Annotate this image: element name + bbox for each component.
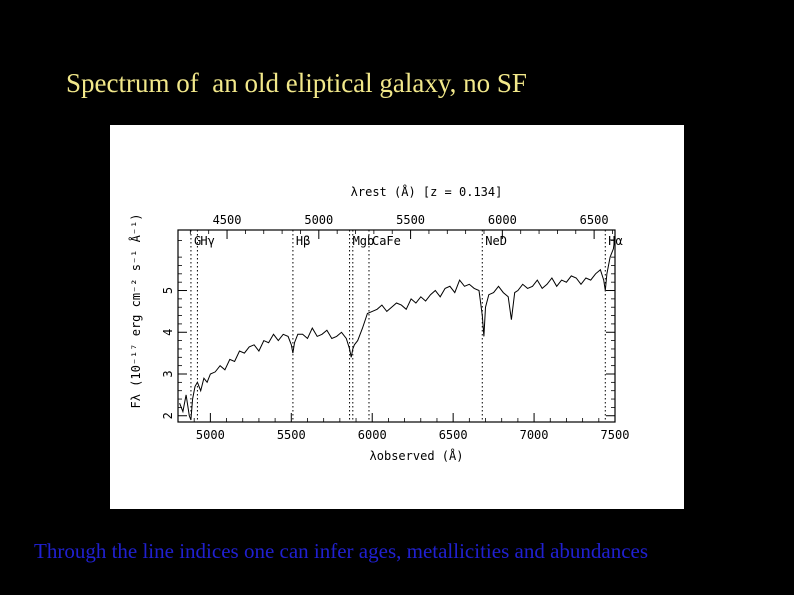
x-tick-label: 5500	[277, 428, 306, 442]
top-tick-label: 6500	[580, 213, 609, 227]
spectrum-figure: G Hγ Hβ Mgb CaFe NeD Hα 5000 5500 6000 6500 7000 75…	[110, 125, 684, 509]
spectral-line-label: CaFe	[372, 234, 401, 248]
x-tick-label: 6000	[358, 428, 387, 442]
x-tick-label: 7000	[520, 428, 549, 442]
top-axis-label: λrest (Å) [z = 0.134]	[351, 184, 503, 199]
spectral-line-label: G	[194, 234, 201, 248]
x-tick-label: 6500	[439, 428, 468, 442]
top-tick-label: 5000	[304, 213, 333, 227]
spectral-line-label: NeD	[485, 234, 507, 248]
spectral-line-label: Hγ	[200, 234, 214, 248]
slide-caption: Through the line indices one can infer a…	[34, 539, 649, 563]
spectrum-line	[179, 236, 616, 421]
slide-title: Spectrum of an old eliptical galaxy, no …	[66, 68, 527, 98]
y-tick-label: 3	[161, 370, 175, 377]
spectral-line-label: Hβ	[296, 234, 310, 248]
y-tick-label: 4	[161, 329, 175, 336]
spectral-line-label: Hα	[608, 234, 622, 248]
x-axis-label: λobserved (Å)	[370, 448, 464, 463]
x-tick-label: 5000	[196, 428, 225, 442]
plot-frame	[177, 229, 616, 423]
top-tick-label: 4500	[213, 213, 242, 227]
y-tick-label: 2	[161, 412, 175, 419]
y-tick-label: 5	[161, 287, 175, 294]
top-tick-label: 5500	[396, 213, 425, 227]
x-tick-label: 7500	[601, 428, 630, 442]
top-tick-label: 6000	[488, 213, 517, 227]
spectral-line-label: Mgb	[353, 234, 375, 248]
y-axis-label: Fλ (10⁻¹⁷ erg cm⁻² s⁻¹ Å⁻¹)	[128, 213, 143, 408]
